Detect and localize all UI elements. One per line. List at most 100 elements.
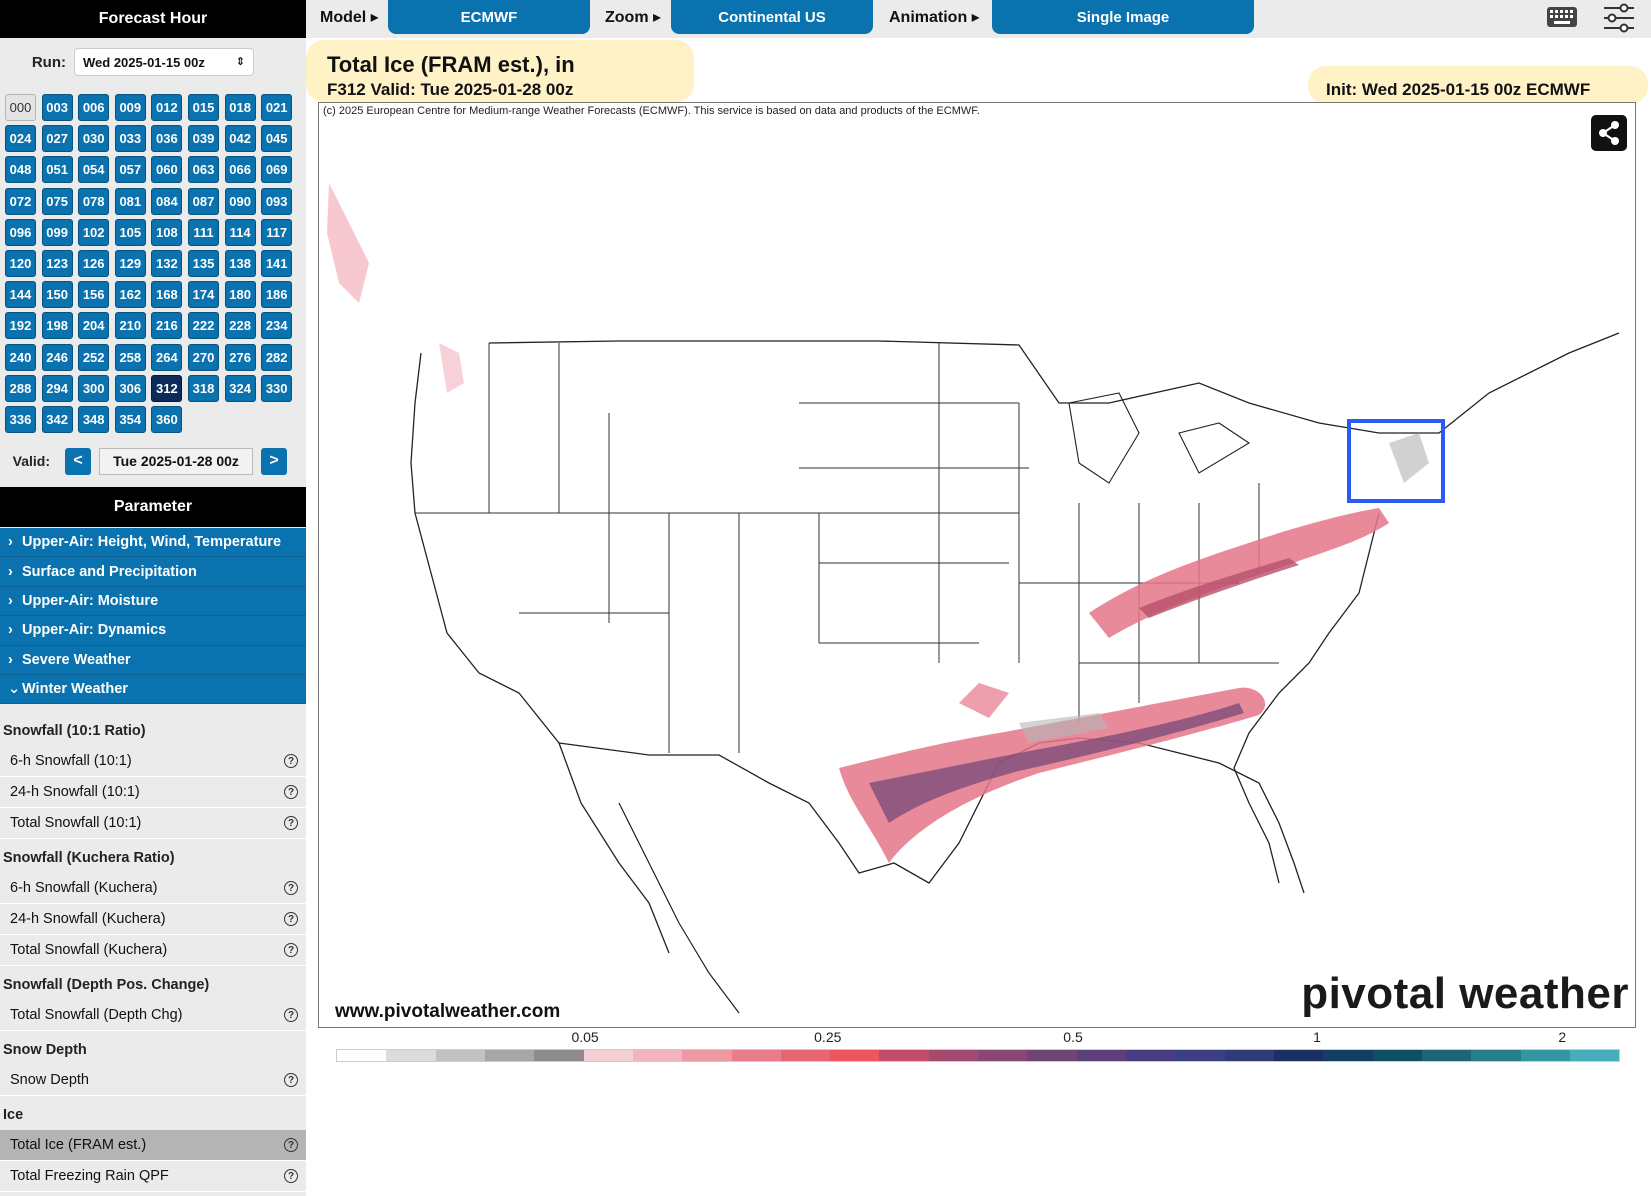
forecast-hour-button-042[interactable]: 042 bbox=[224, 125, 256, 153]
forecast-hour-button-141[interactable]: 141 bbox=[261, 250, 293, 277]
category-severe-weather[interactable]: › Severe Weather bbox=[0, 645, 306, 675]
forecast-hour-button-222[interactable]: 222 bbox=[188, 312, 219, 340]
forecast-hour-button-120[interactable]: 120 bbox=[5, 250, 36, 277]
run-select[interactable]: Wed 2025-01-15 00z ⇕ bbox=[74, 48, 254, 76]
parameter-item[interactable]: Snow Depth? bbox=[0, 1065, 306, 1096]
forecast-hour-button-348[interactable]: 348 bbox=[78, 406, 110, 433]
category-surface-and-precipitation[interactable]: › Surface and Precipitation bbox=[0, 557, 306, 587]
forecast-hour-button-090[interactable]: 090 bbox=[224, 187, 256, 215]
forecast-map[interactable]: (c) 2025 European Centre for Medium-rang… bbox=[318, 102, 1636, 1028]
category-winter-weather[interactable]: ⌄ Winter Weather bbox=[0, 674, 306, 705]
settings-sliders-icon[interactable] bbox=[1602, 3, 1636, 33]
forecast-hour-button-264[interactable]: 264 bbox=[151, 343, 183, 371]
category-upper-air-dynamics[interactable]: › Upper-Air: Dynamics bbox=[0, 616, 306, 646]
forecast-hour-button-135[interactable]: 135 bbox=[188, 250, 219, 277]
help-icon[interactable]: ? bbox=[284, 1073, 298, 1087]
forecast-hour-button-096[interactable]: 096 bbox=[5, 218, 36, 246]
forecast-hour-button-012[interactable]: 012 bbox=[151, 94, 183, 121]
help-icon[interactable]: ? bbox=[284, 1169, 298, 1183]
forecast-hour-button-081[interactable]: 081 bbox=[114, 187, 146, 215]
parameter-item[interactable]: 24-h Snowfall (10:1)? bbox=[0, 777, 306, 808]
forecast-hour-button-360[interactable]: 360 bbox=[151, 406, 183, 433]
forecast-hour-button-060[interactable]: 060 bbox=[151, 156, 183, 184]
forecast-hour-button-282[interactable]: 282 bbox=[261, 343, 293, 371]
forecast-hour-button-324[interactable]: 324 bbox=[224, 374, 256, 402]
forecast-hour-button-027[interactable]: 027 bbox=[41, 125, 73, 153]
help-icon[interactable]: ? bbox=[284, 1008, 298, 1022]
category-upper-air-moisture[interactable]: › Upper-Air: Moisture bbox=[0, 586, 306, 617]
forecast-hour-button-039[interactable]: 039 bbox=[188, 125, 219, 153]
forecast-hour-button-336[interactable]: 336 bbox=[5, 406, 36, 433]
forecast-hour-button-072[interactable]: 072 bbox=[5, 187, 36, 215]
forecast-hour-button-018[interactable]: 018 bbox=[224, 94, 256, 121]
parameter-item[interactable]: 24-h Snowfall (Kuchera)? bbox=[0, 904, 306, 935]
forecast-hour-button-105[interactable]: 105 bbox=[114, 218, 146, 246]
help-icon[interactable]: ? bbox=[284, 785, 298, 799]
forecast-hour-button-180[interactable]: 180 bbox=[224, 281, 256, 309]
forecast-hour-button-318[interactable]: 318 bbox=[188, 374, 219, 402]
forecast-hour-button-306[interactable]: 306 bbox=[114, 374, 146, 402]
forecast-hour-button-048[interactable]: 048 bbox=[5, 156, 36, 184]
forecast-hour-button-021[interactable]: 021 bbox=[261, 94, 293, 121]
forecast-hour-button-258[interactable]: 258 bbox=[114, 343, 146, 371]
forecast-hour-button-063[interactable]: 063 bbox=[188, 156, 219, 184]
forecast-hour-button-051[interactable]: 051 bbox=[41, 156, 73, 184]
forecast-hour-button-162[interactable]: 162 bbox=[114, 281, 146, 309]
forecast-hour-button-276[interactable]: 276 bbox=[224, 343, 256, 371]
forecast-hour-button-069[interactable]: 069 bbox=[261, 156, 293, 184]
forecast-hour-button-024[interactable]: 024 bbox=[5, 125, 36, 153]
parameter-item[interactable]: Total Freezing Rain QPF? bbox=[0, 1161, 306, 1192]
forecast-hour-button-108[interactable]: 108 bbox=[151, 218, 183, 246]
forecast-hour-button-003[interactable]: 003 bbox=[41, 94, 73, 121]
forecast-hour-button-204[interactable]: 204 bbox=[78, 312, 110, 340]
forecast-hour-button-192[interactable]: 192 bbox=[5, 312, 36, 340]
forecast-hour-button-066[interactable]: 066 bbox=[224, 156, 256, 184]
help-icon[interactable]: ? bbox=[284, 754, 298, 768]
forecast-hour-button-138[interactable]: 138 bbox=[224, 250, 256, 277]
forecast-hour-button-078[interactable]: 078 bbox=[78, 187, 110, 215]
forecast-hour-button-144[interactable]: 144 bbox=[5, 281, 36, 309]
forecast-hour-button-216[interactable]: 216 bbox=[151, 312, 183, 340]
forecast-hour-button-210[interactable]: 210 bbox=[114, 312, 146, 340]
forecast-hour-button-033[interactable]: 033 bbox=[114, 125, 146, 153]
forecast-hour-button-342[interactable]: 342 bbox=[41, 406, 73, 433]
forecast-hour-button-288[interactable]: 288 bbox=[5, 374, 36, 402]
forecast-hour-button-087[interactable]: 087 bbox=[188, 187, 219, 215]
forecast-hour-button-123[interactable]: 123 bbox=[41, 250, 73, 277]
forecast-hour-button-246[interactable]: 246 bbox=[41, 343, 73, 371]
parameter-item[interactable]: Total Snowfall (Kuchera)? bbox=[0, 935, 306, 966]
forecast-hour-button-156[interactable]: 156 bbox=[78, 281, 110, 309]
forecast-hour-button-075[interactable]: 075 bbox=[41, 187, 73, 215]
forecast-hour-button-228[interactable]: 228 bbox=[224, 312, 256, 340]
forecast-hour-button-198[interactable]: 198 bbox=[41, 312, 73, 340]
forecast-hour-button-300[interactable]: 300 bbox=[78, 374, 110, 402]
category-upper-air-height-wind-temperature[interactable]: › Upper-Air: Height, Wind, Temperature bbox=[0, 528, 306, 558]
forecast-hour-button-330[interactable]: 330 bbox=[261, 374, 293, 402]
forecast-hour-button-102[interactable]: 102 bbox=[78, 218, 110, 246]
forecast-hour-button-129[interactable]: 129 bbox=[114, 250, 146, 277]
forecast-hour-button-312[interactable]: 312 bbox=[151, 374, 183, 402]
forecast-hour-button-045[interactable]: 045 bbox=[261, 125, 293, 153]
forecast-hour-button-114[interactable]: 114 bbox=[224, 218, 256, 246]
forecast-hour-button-057[interactable]: 057 bbox=[114, 156, 146, 184]
keyboard-icon[interactable] bbox=[1546, 6, 1578, 28]
forecast-hour-button-174[interactable]: 174 bbox=[188, 281, 219, 309]
forecast-hour-button-294[interactable]: 294 bbox=[41, 374, 73, 402]
forecast-hour-button-132[interactable]: 132 bbox=[151, 250, 183, 277]
forecast-hour-button-252[interactable]: 252 bbox=[78, 343, 110, 371]
forecast-hour-button-234[interactable]: 234 bbox=[261, 312, 293, 340]
previous-hour-button[interactable]: < bbox=[65, 447, 91, 475]
forecast-hour-button-036[interactable]: 036 bbox=[151, 125, 183, 153]
parameter-item[interactable]: 6-h Snowfall (Kuchera)? bbox=[0, 873, 306, 904]
forecast-hour-button-009[interactable]: 009 bbox=[114, 94, 146, 121]
help-icon[interactable]: ? bbox=[284, 1138, 298, 1152]
model-button[interactable]: ECMWF bbox=[388, 0, 590, 34]
forecast-hour-button-093[interactable]: 093 bbox=[261, 187, 293, 215]
forecast-hour-button-000[interactable]: 000 bbox=[5, 94, 36, 121]
forecast-hour-button-006[interactable]: 006 bbox=[78, 94, 110, 121]
share-icon[interactable] bbox=[1591, 115, 1627, 151]
forecast-hour-button-054[interactable]: 054 bbox=[78, 156, 110, 184]
forecast-hour-button-354[interactable]: 354 bbox=[114, 406, 146, 433]
forecast-hour-button-126[interactable]: 126 bbox=[78, 250, 110, 277]
next-hour-button[interactable]: > bbox=[261, 447, 287, 475]
